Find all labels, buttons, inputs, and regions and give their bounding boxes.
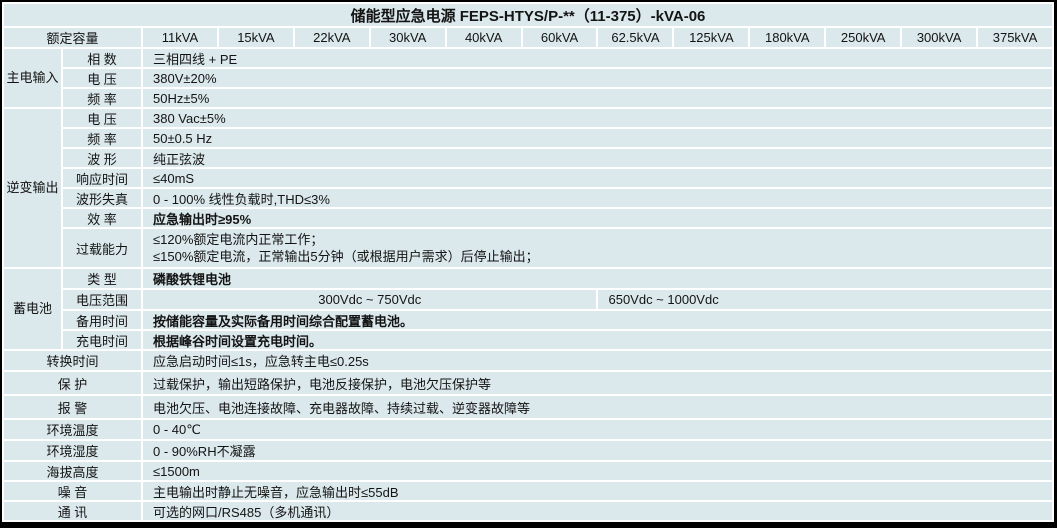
value-cell: 过载保护，输出短路保护，电池反接保护，电池欠压保护等 xyxy=(143,372,1052,394)
overload-line-1: ≤120%额定电流内正常工作； xyxy=(153,232,324,247)
value-cell-overload: ≤120%额定电流内正常工作； ≤150%额定电流，正常输出5分钟（或根据用户需… xyxy=(143,229,1052,267)
capacity-cell: 60kVA xyxy=(522,28,597,47)
row-label-alarm: 报 警 xyxy=(4,396,141,418)
value-cell: 三相四线 + PE xyxy=(143,49,1052,67)
row-label-noise: 噪 音 xyxy=(4,482,141,500)
row-label-altitude: 海拔高度 xyxy=(4,462,141,480)
param-label: 充电时间 xyxy=(63,331,141,349)
row-label-transfer-time: 转换时间 xyxy=(4,351,141,370)
value-cell: 0 - 90%RH不凝露 xyxy=(143,441,1052,460)
value-cell-battery-type: 磷酸铁锂电池 xyxy=(143,269,1052,288)
param-label: 电 压 xyxy=(63,109,141,127)
param-label: 波形失真 xyxy=(63,189,141,207)
param-label: 电 压 xyxy=(63,69,141,87)
value-cell: 应急启动时间≤1s，应急转主电≤0.25s xyxy=(143,351,1052,370)
capacity-cell: 15kVA xyxy=(218,28,293,47)
param-label: 频 率 xyxy=(63,89,141,107)
value-cell-charge-time: 根据峰谷时间设置充电时间。 xyxy=(143,331,1052,349)
capacity-cell: 62.5kVA xyxy=(598,28,673,47)
capacity-cell: 125kVA xyxy=(674,28,749,47)
param-label: 备用时间 xyxy=(63,311,141,329)
param-label: 波 形 xyxy=(63,149,141,167)
value-cell: 可选的网口/RS485（多机通讯） xyxy=(143,502,1052,520)
capacity-cell: 22kVA xyxy=(294,28,369,47)
spec-grid: 储能型应急电源 FEPS-HTYS/P-**（11-375）-kVA-06 额定… xyxy=(4,4,1052,520)
group-label-inverter-output: 逆变输出 xyxy=(4,109,61,267)
capacity-cell: 180kVA xyxy=(750,28,825,47)
param-label: 类 型 xyxy=(63,269,141,288)
row-label-communication: 通 讯 xyxy=(4,502,141,520)
table-title: 储能型应急电源 FEPS-HTYS/P-**（11-375）-kVA-06 xyxy=(4,4,1052,26)
param-label: 响应时间 xyxy=(63,169,141,187)
value-cell: 0 - 40℃ xyxy=(143,420,1052,439)
group-label-main-input: 主电输入 xyxy=(4,49,61,107)
row-label-ambient-temperature: 环境温度 xyxy=(4,420,141,439)
value-cell: 纯正弦波 xyxy=(143,149,1052,167)
overload-line-2: ≤150%额定电流，正常输出5分钟（或根据用户需求）后停止输出； xyxy=(153,249,539,264)
capacity-cell: 30kVA xyxy=(370,28,445,47)
capacity-cell: 300kVA xyxy=(902,28,977,47)
value-cell: 电池欠压、电池连接故障、充电器故障、持续过载、逆变器故障等 xyxy=(143,396,1052,418)
param-label: 相 数 xyxy=(63,49,141,67)
value-cell: 0 - 100% 线性负载时,THD≤3% xyxy=(143,189,1052,207)
value-cell: 380V±20% xyxy=(143,69,1052,87)
value-cell: 主电输出时静止无噪音，应急输出时≤55dB xyxy=(143,482,1052,500)
capacity-cell: 11kVA xyxy=(143,28,217,47)
capacity-cell: 250kVA xyxy=(826,28,901,47)
value-cell: 50Hz±5% xyxy=(143,89,1052,107)
value-cell-backup-time: 按储能容量及实际备用时间综合配置蓄电池。 xyxy=(143,311,1052,329)
param-label: 频 率 xyxy=(63,129,141,147)
value-cell-efficiency: 应急输出时≥95% xyxy=(143,209,1052,227)
rated-capacity-header: 额定容量 xyxy=(4,28,141,47)
row-label-ambient-humidity: 环境湿度 xyxy=(4,441,141,460)
value-cell: 50±0.5 Hz xyxy=(143,129,1052,147)
param-label: 效 率 xyxy=(63,209,141,227)
param-label: 电压范围 xyxy=(63,290,141,309)
value-cell: ≤40mS xyxy=(143,169,1052,187)
value-cell-voltage-range-low: 300Vdc ~ 750Vdc xyxy=(143,290,597,309)
capacity-cell: 40kVA xyxy=(446,28,521,47)
param-label: 过载能力 xyxy=(63,229,141,267)
row-label-protection: 保 护 xyxy=(4,372,141,394)
value-cell-voltage-range-high: 650Vdc ~ 1000Vdc xyxy=(598,290,1052,309)
value-cell: ≤1500m xyxy=(143,462,1052,480)
value-cell: 380 Vac±5% xyxy=(143,109,1052,127)
capacity-cell: 375kVA xyxy=(978,28,1052,47)
group-label-battery: 蓄电池 xyxy=(4,269,61,349)
